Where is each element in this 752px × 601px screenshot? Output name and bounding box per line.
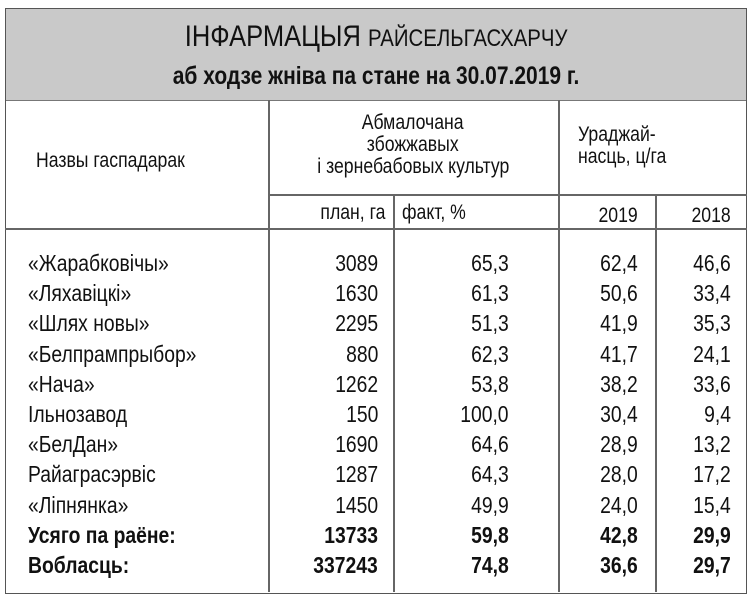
farm-name: «БелДан» [28,431,119,458]
divider [558,100,560,592]
divider [268,194,747,196]
header-threshed: Абмалочана збожжавых і зернебабовых куль… [316,111,510,178]
title-org: РАЙСЕЛЬГАСХАРЧУ [367,25,568,52]
cell-y2019: 50,6 [600,280,638,307]
cell-plan: 1450 [335,491,378,518]
cell-fact: 49,9 [471,491,509,518]
cell-y2019: 28,9 [600,431,638,458]
cell-fact: 59,8 [471,521,509,548]
title-main: ІНФАРМАЦЫЯ [184,20,361,53]
title-banner [5,8,747,101]
cell-y2018: 9,4 [704,401,731,427]
cell-y2018: 46,6 [693,250,731,276]
cell-fact: 64,3 [471,461,509,488]
farm-name: Вобласць: [28,552,130,578]
cell-plan: 1690 [335,431,378,458]
cell-plan: 3089 [335,250,378,276]
cell-plan: 150 [345,401,378,427]
cell-fact: 61,3 [471,280,509,307]
farm-name: «Нача» [28,370,95,397]
farm-name: Усяго па раёне: [28,521,176,548]
farm-name: «Белпрампрыбор» [28,340,197,367]
cell-fact: 62,3 [471,340,509,367]
cell-y2018: 29,7 [693,552,731,578]
cell-y2019: 41,7 [600,340,638,367]
cell-plan: 2295 [335,310,378,337]
header-2019: 2019 [598,204,638,227]
cell-plan: 337243 [313,552,378,578]
farm-name: Ільнозавод [28,401,128,427]
header-fact: факт, % [402,201,466,224]
divider [655,195,657,592]
header-2018: 2018 [691,204,731,227]
cell-y2018: 17,2 [693,461,731,488]
cell-plan: 880 [345,340,378,367]
header-yield: Ураджай- насць, ц/га [578,123,667,168]
farm-name: «Ліпнянка» [28,491,129,518]
divider [268,100,270,592]
cell-fact: 74,8 [471,552,509,578]
farm-name: «Ляхавіцкі» [28,280,132,307]
table-frame [5,8,747,594]
header-plan: план, га [319,201,385,224]
cell-y2019: 28,0 [600,461,638,488]
cell-y2018: 35,3 [693,310,731,337]
cell-y2019: 62,4 [600,250,638,276]
cell-y2019: 38,2 [600,370,638,397]
cell-fact: 51,3 [471,310,509,337]
divider [393,195,395,592]
cell-fact: 65,3 [471,250,509,276]
subtitle-text: аб ходзе жніва па стане на 30.07.2019 г. [172,62,580,90]
cell-plan: 1630 [335,280,378,307]
cell-y2018: 13,2 [693,431,731,458]
cell-fact: 64,6 [471,431,509,458]
cell-y2019: 30,4 [600,401,638,427]
cell-y2018: 24,1 [693,340,731,367]
cell-plan: 1287 [335,461,378,488]
farm-name: Райаграсэрвіс [28,461,156,488]
table-title: ІНФАРМАЦЫЯ РАЙСЕЛЬГАСХАРЧУ [0,20,752,54]
cell-fact: 53,8 [471,370,509,397]
cell-fact: 100,0 [460,401,509,427]
cell-plan: 13733 [324,521,378,548]
farm-name: «Жарабковічы» [28,250,169,276]
divider [5,228,747,230]
cell-y2019: 36,6 [600,552,638,578]
cell-y2019: 41,9 [600,310,638,337]
cell-plan: 1262 [335,370,378,397]
cell-y2018: 33,4 [693,280,731,307]
cell-y2018: 33,6 [693,370,731,397]
table-subtitle: аб ходзе жніва па стане на 30.07.2019 г. [0,62,752,91]
cell-y2018: 15,4 [693,491,731,518]
cell-y2018: 29,9 [693,521,731,548]
cell-y2019: 24,0 [600,491,638,518]
farm-name: «Шлях новы» [28,310,150,337]
header-name: Назвы гаспадарак [36,149,185,172]
cell-y2019: 42,8 [600,521,638,548]
